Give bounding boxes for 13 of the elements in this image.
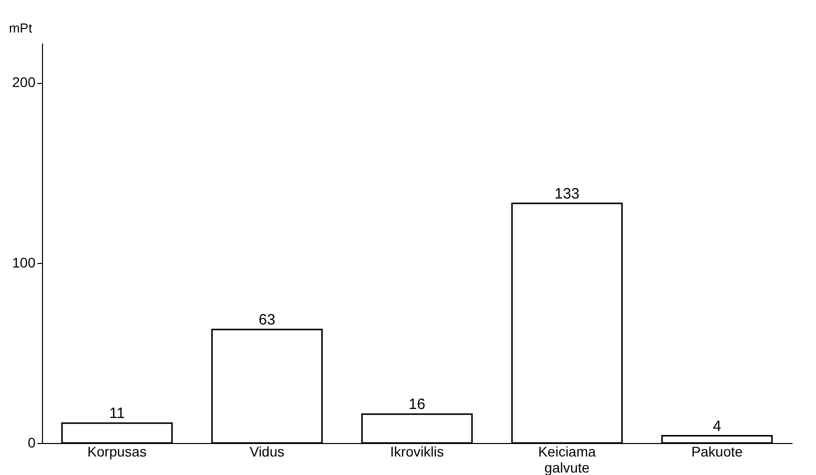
x-tick-label: Pakuote bbox=[691, 444, 743, 460]
x-tick-label: Vidus bbox=[250, 444, 284, 460]
x-tick-label: Ikroviklis bbox=[390, 444, 444, 460]
data-label: 4 bbox=[712, 418, 722, 435]
y-tick-label: 100 bbox=[12, 254, 36, 270]
data-label: 16 bbox=[408, 396, 426, 414]
y-tick-label: 0 bbox=[28, 434, 36, 450]
data-label: 63 bbox=[258, 311, 276, 328]
y-tick-label: 200 bbox=[12, 74, 36, 90]
data-label: 11 bbox=[109, 405, 125, 422]
x-tick-label: Korpusas bbox=[87, 444, 147, 460]
data-label: 133 bbox=[554, 185, 580, 202]
y-axis-title: mPt bbox=[8, 20, 32, 36]
